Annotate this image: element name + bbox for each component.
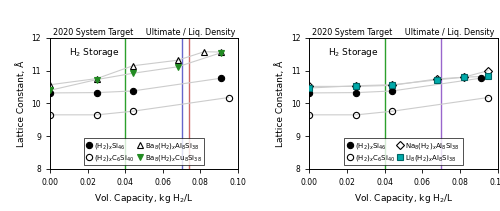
Legend: (H$_2$)$_x$Si$_{46}$, (H$_2$)$_x$C$_6$Si$_{40}$, Na$_8$(H$_2$)$_x$Al$_8$Si$_{38}: (H$_2$)$_x$Si$_{46}$, (H$_2$)$_x$C$_6$Si…	[344, 138, 463, 165]
Legend: (H$_2$)$_x$Si$_{46}$, (H$_2$)$_x$C$_6$Si$_{40}$, Ba$_8$(H$_2$)$_x$Al$_8$Si$_{38}: (H$_2$)$_x$Si$_{46}$, (H$_2$)$_x$C$_6$Si…	[84, 138, 204, 165]
Text: H$_2$ Storage: H$_2$ Storage	[328, 46, 379, 59]
X-axis label: Vol. Capacity, kg H$_2$/L: Vol. Capacity, kg H$_2$/L	[94, 192, 194, 205]
X-axis label: Vol. Capacity, kg H$_2$/L: Vol. Capacity, kg H$_2$/L	[354, 192, 454, 205]
Title: 2020 System Target     Ultimate / Liq. Density: 2020 System Target Ultimate / Liq. Densi…	[312, 28, 494, 37]
Title: 2020 System Target     Ultimate / Liq. Density: 2020 System Target Ultimate / Liq. Densi…	[53, 28, 235, 37]
Y-axis label: Lattice Constant, Å: Lattice Constant, Å	[16, 60, 26, 146]
Text: H$_2$ Storage: H$_2$ Storage	[69, 46, 119, 59]
Y-axis label: Lattice Constant, Å: Lattice Constant, Å	[276, 60, 285, 146]
